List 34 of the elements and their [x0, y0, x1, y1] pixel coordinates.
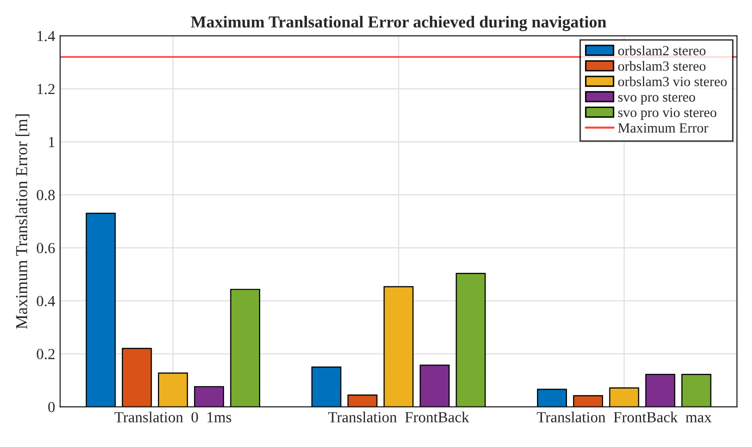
y-tick-label: 0.8 — [36, 190, 55, 200]
y-tick-label: 1.2 — [38, 84, 54, 94]
legend-label: Maximum Error — [618, 123, 708, 133]
legend-label: svo pro stereo — [618, 94, 696, 105]
bar — [86, 212, 116, 407]
y-tick-label: 0.6 — [36, 242, 55, 254]
legend-label: orbslam3 vio stereo — [618, 76, 727, 86]
y-axis-title: Maximum Translation Error [m] — [16, 114, 30, 329]
legend-label: svo pro vio stereo — [618, 108, 716, 120]
bar — [230, 288, 260, 407]
bar — [456, 272, 486, 407]
y-tick-label: 1 — [49, 136, 54, 148]
bar — [609, 387, 640, 407]
x-tick-label: Translation FrontBack — [328, 412, 470, 422]
bar — [311, 366, 342, 407]
legend-label: orbslam3 stereo — [618, 61, 706, 71]
chart-title: Maximum Tranlsational Error achieved during navigation — [190, 16, 606, 32]
bar — [536, 388, 567, 407]
bar — [420, 364, 450, 407]
bar — [158, 372, 188, 407]
legend-label: orbslam2 stereo — [618, 46, 706, 56]
x-tick-label: Translation FrontBack max — [536, 412, 712, 422]
y-tick-label: 0.2 — [36, 348, 54, 360]
bar — [122, 348, 152, 407]
bar — [645, 374, 676, 407]
y-tick-label: 1.4 — [38, 30, 56, 42]
bar — [347, 394, 378, 407]
bar — [681, 374, 712, 407]
x-tick-label: Translation 0 1ms — [114, 412, 232, 422]
bar — [194, 386, 224, 407]
bar — [573, 395, 604, 407]
y-tick-label: 0 — [48, 402, 55, 412]
y-tick-label: 0.4 — [36, 296, 56, 306]
bar — [384, 286, 414, 407]
